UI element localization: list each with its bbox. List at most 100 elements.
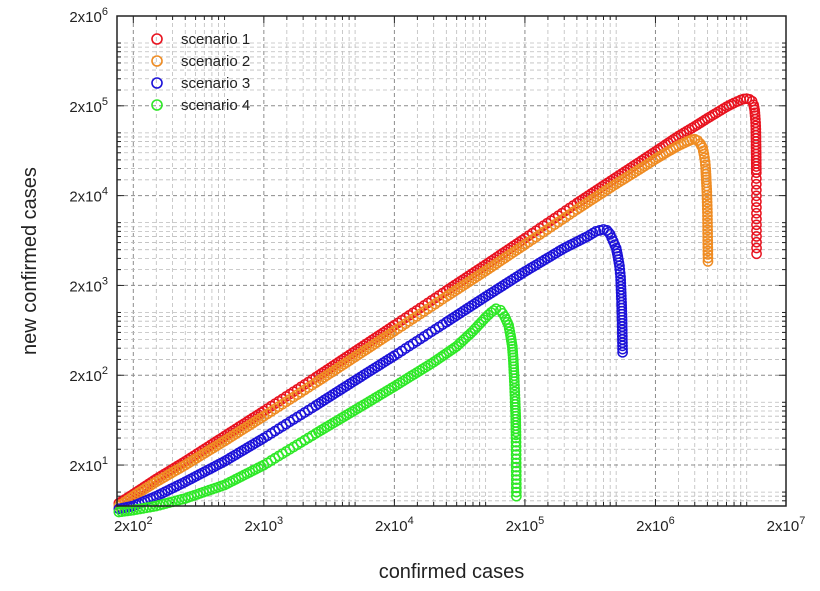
data-point — [335, 413, 347, 424]
data-point — [344, 408, 355, 419]
data-point — [510, 429, 522, 441]
data-point — [511, 490, 522, 502]
data-point — [230, 428, 242, 440]
data-point — [222, 428, 233, 440]
data-point — [207, 442, 219, 454]
data-point — [485, 287, 497, 299]
data-point — [502, 276, 514, 288]
data-point — [718, 103, 729, 114]
data-point — [250, 437, 261, 449]
data-point — [499, 252, 511, 264]
data-point — [610, 178, 622, 190]
data-point — [510, 449, 522, 460]
data-point — [358, 399, 369, 411]
data-point — [199, 447, 211, 459]
data-point — [483, 289, 494, 301]
data-point — [553, 246, 564, 257]
data-point — [372, 360, 383, 372]
data-point — [377, 333, 389, 344]
data-point — [446, 313, 458, 324]
data-point — [313, 398, 324, 410]
legend-label-2: scenario 2 — [181, 53, 250, 70]
data-point — [647, 155, 659, 167]
data-point — [466, 274, 477, 286]
data-point — [332, 414, 344, 426]
data-point — [352, 402, 364, 414]
data-point — [136, 485, 148, 497]
x-tick-label: 2x105 — [506, 515, 545, 535]
data-point — [599, 185, 611, 197]
data-point — [222, 454, 233, 466]
data-point — [628, 167, 639, 179]
data-point — [310, 428, 322, 439]
data-point — [252, 414, 264, 426]
data-point — [324, 368, 336, 379]
data-point — [397, 375, 409, 387]
data-point — [216, 432, 228, 444]
data-point — [130, 489, 142, 500]
data-point — [196, 449, 208, 461]
data-point — [338, 358, 350, 370]
data-point — [386, 382, 397, 394]
data-point — [510, 453, 522, 465]
data-point — [202, 445, 214, 457]
data-point — [585, 195, 597, 206]
data-point — [452, 309, 463, 321]
plot-frame — [116, 15, 787, 507]
data-point — [471, 271, 483, 282]
data-point — [519, 266, 531, 277]
data-point — [497, 254, 508, 265]
data-point — [511, 244, 522, 256]
data-point — [224, 452, 236, 464]
data-point — [644, 157, 656, 168]
data-point — [250, 416, 261, 427]
data-point — [383, 329, 395, 341]
legend-marker-1 — [151, 33, 163, 45]
data-point — [327, 366, 338, 378]
series-4 — [113, 303, 522, 518]
data-point — [750, 113, 761, 125]
data-point — [480, 265, 491, 277]
data-point — [247, 417, 258, 429]
data-point — [516, 268, 528, 279]
data-point — [310, 377, 322, 389]
data-point — [358, 346, 369, 357]
data-point — [511, 271, 522, 283]
data-point — [750, 167, 762, 179]
data-point — [579, 198, 591, 210]
data-point — [502, 250, 514, 262]
data-point — [509, 383, 520, 394]
data-point — [352, 373, 364, 385]
data-point — [488, 259, 500, 271]
data-point — [145, 480, 156, 491]
data-point — [536, 256, 548, 267]
data-points — [113, 93, 762, 518]
data-point — [318, 371, 330, 383]
data-point — [335, 384, 347, 395]
data-point — [510, 474, 522, 485]
data-point — [411, 367, 423, 378]
legend-label-4: scenario 4 — [181, 97, 250, 114]
data-point — [417, 363, 428, 375]
data-point — [344, 378, 355, 390]
data-point — [751, 213, 762, 225]
legend-marker-3 — [151, 77, 163, 89]
data-point — [702, 245, 714, 257]
data-point — [505, 248, 517, 260]
data-point — [457, 305, 469, 317]
data-point — [241, 416, 253, 428]
data-point — [366, 394, 378, 406]
data-point — [443, 314, 455, 326]
data-point — [455, 282, 466, 293]
data-point — [665, 144, 677, 156]
data-point — [702, 214, 713, 225]
data-point — [346, 353, 358, 365]
data-point — [605, 182, 616, 193]
data-point — [466, 300, 477, 312]
data-point — [425, 358, 437, 370]
data-point — [751, 190, 762, 202]
y-tick-label: 2x101 — [69, 455, 108, 475]
data-point — [704, 111, 716, 123]
data-point — [238, 444, 250, 456]
